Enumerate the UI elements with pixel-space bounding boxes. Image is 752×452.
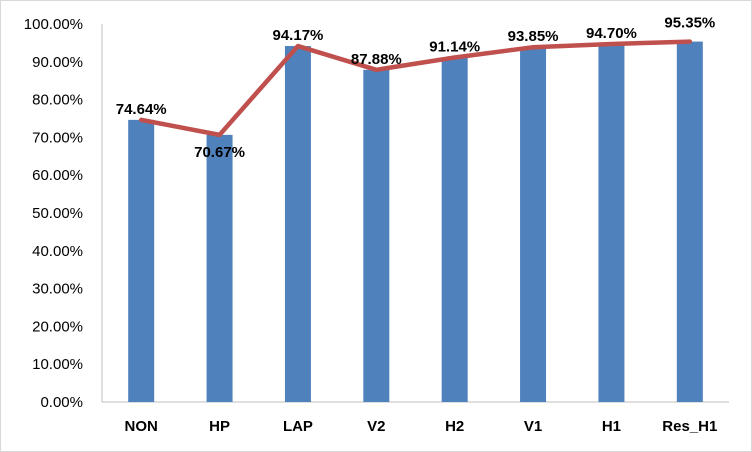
x-tick-label: HP <box>209 418 230 435</box>
x-axis: NON HP LAP V2 H2 V1 H1 Res_H1 <box>102 401 729 435</box>
y-tick-label: 0.00% <box>40 394 83 411</box>
bar-series <box>128 41 703 403</box>
data-label: 70.67% <box>194 144 245 161</box>
x-tick-label: NON <box>125 418 158 435</box>
bar-h1 <box>598 44 625 403</box>
x-tick-labels: NON HP LAP V2 H2 V1 H1 Res_H1 <box>125 418 718 435</box>
bar-hp <box>206 134 233 402</box>
data-label: 94.70% <box>586 25 637 42</box>
bar-non <box>128 119 155 402</box>
y-tick-label: 30.00% <box>32 281 83 298</box>
data-label: 93.85% <box>508 28 559 45</box>
line-series <box>138 39 693 138</box>
y-tick-label: 40.00% <box>32 243 83 260</box>
bar-h2 <box>441 57 468 403</box>
bar-res-h1 <box>676 41 703 403</box>
y-tick-label: 100.00% <box>24 16 83 33</box>
data-label: 74.64% <box>116 101 167 118</box>
y-tick-label: 70.00% <box>32 129 83 146</box>
data-label: 94.17% <box>273 27 324 44</box>
y-tick-label: 20.00% <box>32 318 83 335</box>
x-tick-label: V2 <box>367 418 385 435</box>
bar-lap <box>284 46 311 402</box>
data-label: 87.88% <box>351 51 402 68</box>
y-tick-labels: 0.00% 10.00% 20.00% 30.00% 40.00% 50.00% 60.00… <box>24 16 83 411</box>
y-tick-label: 10.00% <box>32 356 83 373</box>
y-tick-label: 60.00% <box>32 167 83 184</box>
y-tick-label: 90.00% <box>32 54 83 71</box>
y-tick-label: 50.00% <box>32 205 83 222</box>
bar-v1 <box>520 47 547 402</box>
x-tick-label: H2 <box>445 418 464 435</box>
data-labels: 74.64% 70.67% 94.17% 87.88% 91.14% 93.85% 94.7… <box>116 15 716 161</box>
data-label: 91.14% <box>429 38 480 55</box>
data-label: 95.35% <box>664 15 715 32</box>
x-tick-label: V1 <box>524 418 542 435</box>
bar-v2 <box>363 69 390 402</box>
y-axis: 0.00% 10.00% 20.00% 30.00% 40.00% 50.00% 60.00… <box>24 16 103 411</box>
x-tick-label: LAP <box>283 418 313 435</box>
x-tick-label: H1 <box>602 418 621 435</box>
y-tick-label: 80.00% <box>32 92 83 109</box>
x-tick-label: Res_H1 <box>662 418 717 435</box>
